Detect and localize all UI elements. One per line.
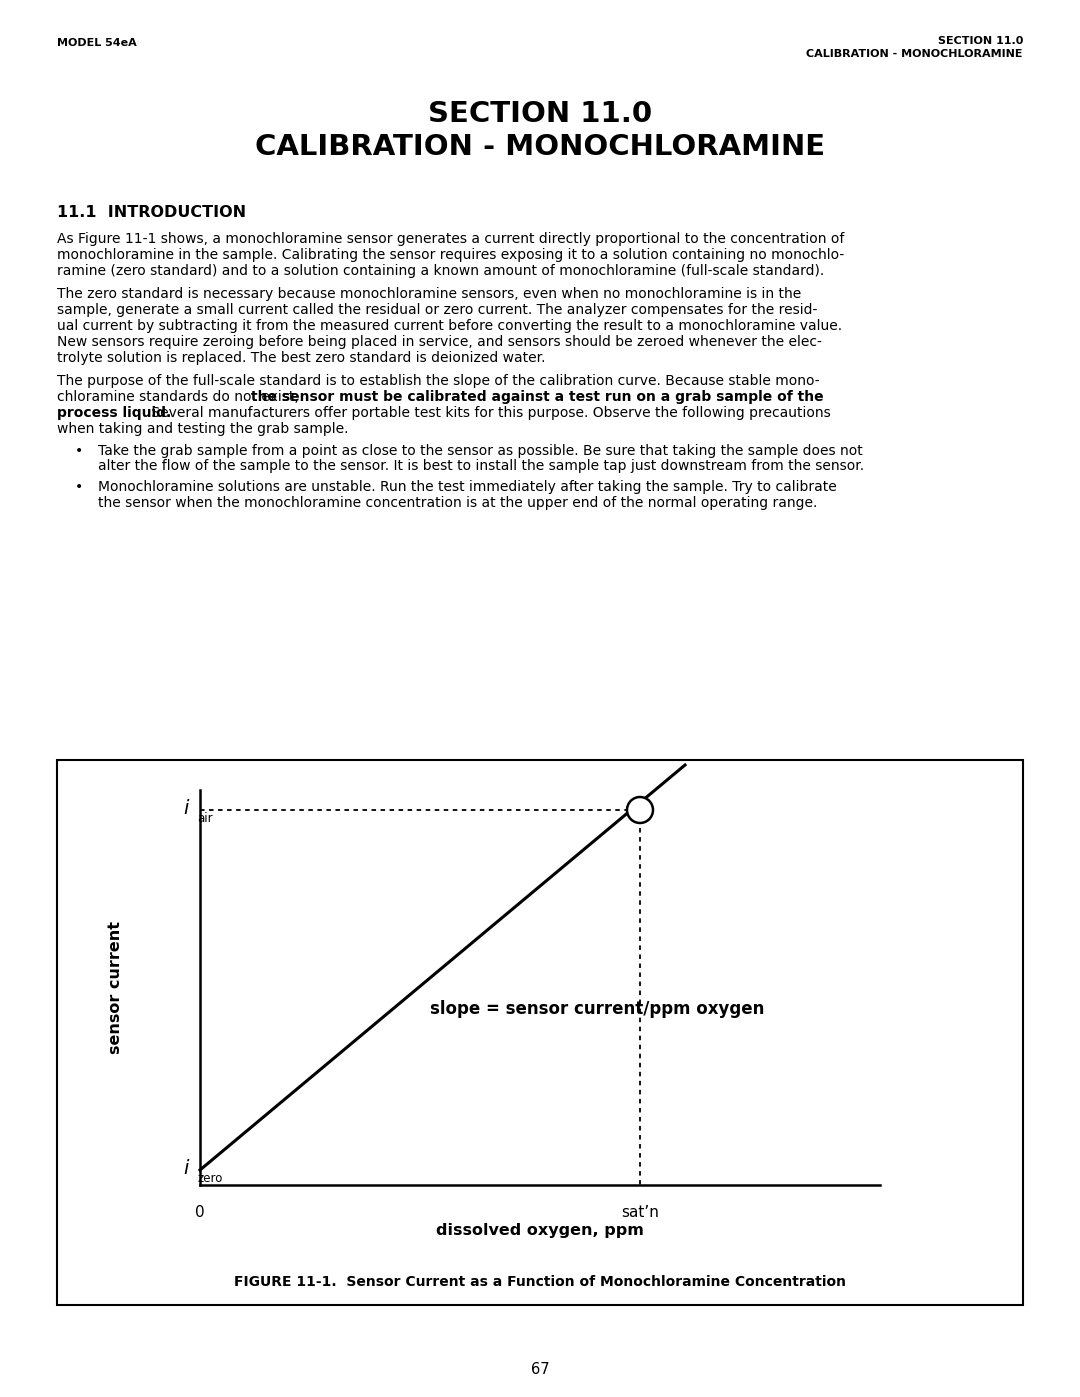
Text: dissolved oxygen, ppm: dissolved oxygen, ppm bbox=[436, 1222, 644, 1238]
Text: Take the grab sample from a point as close to the sensor as possible. Be sure th: Take the grab sample from a point as clo… bbox=[98, 444, 863, 458]
Text: ual current by subtracting it from the measured current before converting the re: ual current by subtracting it from the m… bbox=[57, 319, 842, 332]
Text: sat’n: sat’n bbox=[621, 1206, 659, 1220]
Text: The purpose of the full-scale standard is to establish the slope of the calibrat: The purpose of the full-scale standard i… bbox=[57, 374, 820, 388]
Text: when taking and testing the grab sample.: when taking and testing the grab sample. bbox=[57, 422, 349, 436]
Text: sensor current: sensor current bbox=[108, 921, 122, 1053]
Text: The zero standard is necessary because monochloramine sensors, even when no mono: The zero standard is necessary because m… bbox=[57, 288, 801, 302]
Text: process liquid.: process liquid. bbox=[57, 407, 172, 420]
Text: •: • bbox=[75, 481, 83, 495]
Text: As Figure 11-1 shows, a monochloramine sensor generates a current directly propo: As Figure 11-1 shows, a monochloramine s… bbox=[57, 232, 845, 246]
Text: $i$: $i$ bbox=[183, 1158, 190, 1178]
Text: the sensor when the monochloramine concentration is at the upper end of the norm: the sensor when the monochloramine conce… bbox=[98, 496, 818, 510]
Text: Several manufacturers offer portable test kits for this purpose. Observe the fol: Several manufacturers offer portable tes… bbox=[147, 407, 831, 420]
Text: the sensor must be calibrated against a test run on a grab sample of the: the sensor must be calibrated against a … bbox=[252, 390, 824, 404]
Text: •: • bbox=[75, 444, 83, 458]
Text: ramine (zero standard) and to a solution containing a known amount of monochlora: ramine (zero standard) and to a solution… bbox=[57, 264, 824, 278]
Text: alter the flow of the sample to the sensor. It is best to install the sample tap: alter the flow of the sample to the sens… bbox=[98, 460, 864, 474]
Text: MODEL 54eA: MODEL 54eA bbox=[57, 38, 137, 47]
Text: FIGURE 11-1.  Sensor Current as a Function of Monochloramine Concentration: FIGURE 11-1. Sensor Current as a Functio… bbox=[234, 1275, 846, 1289]
Text: air: air bbox=[197, 813, 213, 826]
Text: $i$: $i$ bbox=[183, 799, 190, 817]
Text: chloramine standards do not exist,: chloramine standards do not exist, bbox=[57, 390, 303, 404]
Circle shape bbox=[627, 798, 653, 823]
Bar bbox=[57, 760, 1023, 1305]
Text: CALIBRATION - MONOCHLORAMINE: CALIBRATION - MONOCHLORAMINE bbox=[255, 133, 825, 161]
Text: monochloramine in the sample. Calibrating the sensor requires exposing it to a s: monochloramine in the sample. Calibratin… bbox=[57, 247, 845, 261]
Text: slope = sensor current/ppm oxygen: slope = sensor current/ppm oxygen bbox=[430, 1000, 765, 1018]
Text: 0: 0 bbox=[195, 1206, 205, 1220]
Text: sample, generate a small current called the residual or zero current. The analyz: sample, generate a small current called … bbox=[57, 303, 818, 317]
Text: 67: 67 bbox=[530, 1362, 550, 1377]
Text: SECTION 11.0: SECTION 11.0 bbox=[937, 36, 1023, 46]
Text: SECTION 11.0: SECTION 11.0 bbox=[428, 101, 652, 129]
Text: Monochloramine solutions are unstable. Run the test immediately after taking the: Monochloramine solutions are unstable. R… bbox=[98, 481, 837, 495]
Text: New sensors require zeroing before being placed in service, and sensors should b: New sensors require zeroing before being… bbox=[57, 335, 822, 349]
Text: 11.1  INTRODUCTION: 11.1 INTRODUCTION bbox=[57, 205, 246, 219]
Text: CALIBRATION - MONOCHLORAMINE: CALIBRATION - MONOCHLORAMINE bbox=[807, 49, 1023, 59]
Text: trolyte solution is replaced. The best zero standard is deionized water.: trolyte solution is replaced. The best z… bbox=[57, 351, 545, 365]
Text: zero: zero bbox=[197, 1172, 222, 1186]
